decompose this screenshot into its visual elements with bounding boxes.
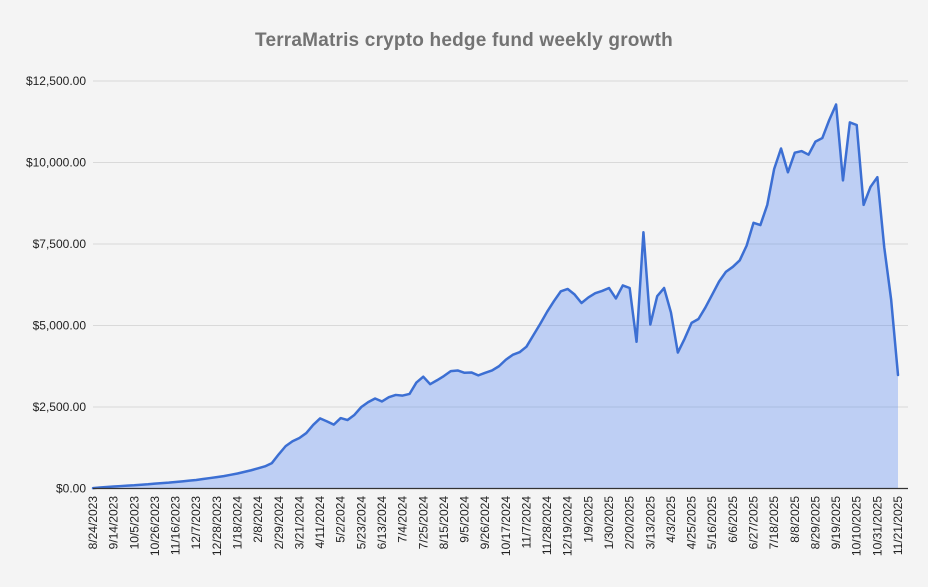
x-axis-label: 9/5/2024	[458, 496, 472, 543]
x-axis-label: 3/21/2024	[292, 496, 306, 550]
x-axis-label: 7/4/2024	[396, 496, 410, 543]
x-axis-label: 12/19/2024	[561, 496, 575, 556]
x-axis-label: 6/27/2025	[747, 496, 761, 550]
x-axis-label: 10/31/2025	[870, 496, 884, 556]
x-axis-label: 11/21/2025	[891, 496, 905, 555]
x-axis-label: 2/8/2024	[251, 496, 265, 543]
x-axis-label: 3/13/2025	[643, 496, 657, 550]
x-axis-label: 5/23/2024	[354, 496, 368, 550]
x-axis-label: 5/16/2025	[705, 496, 719, 550]
x-axis-label: 7/25/2024	[416, 496, 430, 550]
y-axis-label: $2,500.00	[33, 400, 87, 414]
x-axis-label: 2/20/2025	[623, 496, 637, 550]
y-axis-label: $7,500.00	[33, 237, 87, 251]
x-axis-label: 1/30/2025	[602, 496, 616, 550]
series-area-fill	[93, 104, 898, 489]
x-axis-label: 10/5/2023	[127, 496, 141, 550]
x-axis-label: 9/26/2024	[478, 496, 492, 550]
y-axis-label: $0.00	[56, 482, 86, 496]
x-axis-label: 11/16/2023	[169, 496, 183, 555]
x-axis-label: 5/2/2024	[334, 496, 348, 543]
x-axis-label: 4/11/2024	[313, 496, 327, 549]
x-axis-label: 9/19/2025	[829, 496, 843, 550]
x-axis-label: 9/14/2023	[107, 496, 121, 550]
x-axis-label: 12/7/2023	[189, 496, 203, 550]
x-axis-label: 11/7/2024	[519, 496, 533, 549]
x-axis-label: 11/28/2024	[540, 496, 554, 555]
x-axis-label: 10/17/2024	[499, 496, 513, 556]
x-axis-label: 4/3/2025	[664, 496, 678, 543]
x-axis-label: 1/18/2024	[230, 496, 244, 550]
x-axis-label: 10/10/2025	[850, 496, 864, 556]
x-axis-label: 6/6/2025	[726, 496, 740, 543]
x-axis-label: 2/29/2024	[272, 496, 286, 550]
x-axis-label: 10/26/2023	[148, 496, 162, 556]
series-line	[91, 103, 900, 490]
x-axis-label: 8/29/2025	[808, 496, 822, 550]
x-axis-label: 6/13/2024	[375, 496, 389, 550]
y-axis-label: $12,500.00	[26, 74, 86, 88]
x-axis-label: 8/8/2025	[788, 496, 802, 543]
x-axis-label: 12/28/2023	[210, 496, 224, 556]
x-axis-label: 4/25/2025	[685, 496, 699, 550]
y-axis-label: $10,000.00	[26, 156, 86, 170]
x-axis-label: 8/15/2024	[437, 496, 451, 550]
x-axis-label: 7/18/2025	[767, 496, 781, 550]
x-axis-label: 1/9/2025	[581, 496, 595, 543]
y-axis-label: $5,000.00	[33, 319, 87, 333]
chart-title: TerraMatris crypto hedge fund weekly gro…	[255, 30, 673, 51]
x-axis-label: 8/24/2023	[86, 496, 100, 550]
